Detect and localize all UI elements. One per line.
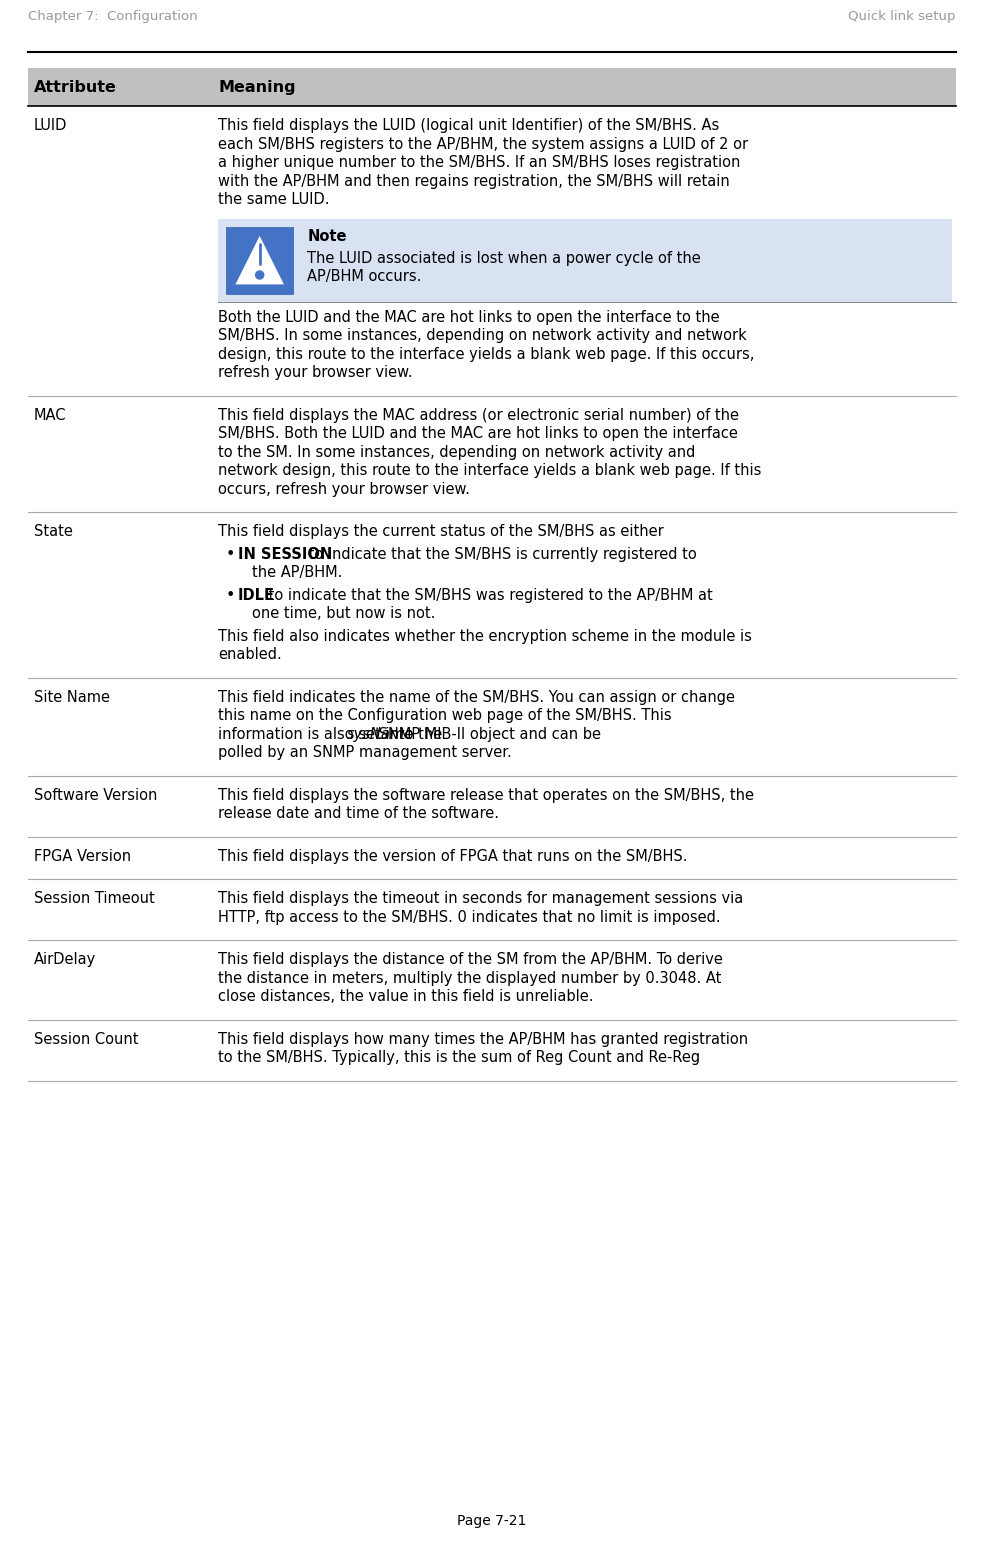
Text: refresh your browser view.: refresh your browser view. [218, 366, 412, 380]
Text: Software Version: Software Version [34, 787, 157, 803]
Text: to the SM/BHS. Typically, this is the sum of Reg Count and Re-Reg: to the SM/BHS. Typically, this is the su… [218, 1050, 701, 1066]
Text: •: • [226, 588, 235, 602]
Text: This field displays the distance of the SM from the AP/BHM. To derive: This field displays the distance of the … [218, 952, 723, 968]
Text: The LUID associated is lost when a power cycle of the: The LUID associated is lost when a power… [307, 251, 702, 266]
Text: This field also indicates whether the encryption scheme in the module is: This field also indicates whether the en… [218, 629, 752, 644]
Text: SM/BHS. In some instances, depending on network activity and network: SM/BHS. In some instances, depending on … [218, 328, 747, 344]
Text: to the SM. In some instances, depending on network activity and: to the SM. In some instances, depending … [218, 445, 696, 461]
Text: This field displays the LUID (logical unit Identifier) of the SM/BHS. As: This field displays the LUID (logical un… [218, 118, 719, 132]
Text: Quick link setup: Quick link setup [848, 9, 956, 23]
Text: polled by an SNMP management server.: polled by an SNMP management server. [218, 745, 512, 761]
Text: this name on the Configuration web page of the SM/BHS. This: this name on the Configuration web page … [218, 708, 672, 724]
Text: This field displays the current status of the SM/BHS as either: This field displays the current status o… [218, 524, 664, 540]
Text: This field displays the timeout in seconds for management sessions via: This field displays the timeout in secon… [218, 892, 743, 906]
Text: IN SESSION: IN SESSION [238, 546, 333, 562]
Text: MAC: MAC [34, 408, 67, 423]
Text: network design, this route to the interface yields a blank web page. If this: network design, this route to the interf… [218, 464, 762, 478]
Text: This field indicates the name of the SM/BHS. You can assign or change: This field indicates the name of the SM/… [218, 689, 735, 705]
Text: Attribute: Attribute [34, 79, 117, 95]
Text: This field displays the MAC address (or electronic serial number) of the: This field displays the MAC address (or … [218, 408, 739, 423]
Text: IDLE: IDLE [238, 588, 275, 602]
Text: Page 7-21: Page 7-21 [458, 1514, 526, 1528]
Text: AP/BHM occurs.: AP/BHM occurs. [307, 269, 422, 285]
Text: LUID: LUID [34, 118, 67, 132]
Text: Site Name: Site Name [34, 689, 110, 705]
Text: Session Timeout: Session Timeout [34, 892, 154, 906]
Text: enabled.: enabled. [218, 647, 281, 663]
Text: to indicate that the SM/BHS is currently registered to: to indicate that the SM/BHS is currently… [304, 546, 697, 562]
Text: release date and time of the software.: release date and time of the software. [218, 806, 499, 822]
Text: the distance in meters, multiply the displayed number by 0.3048. At: the distance in meters, multiply the dis… [218, 971, 721, 987]
Text: This field displays the version of FPGA that runs on the SM/BHS.: This field displays the version of FPGA … [218, 850, 688, 864]
Text: a higher unique number to the SM/BHS. If an SM/BHS loses registration: a higher unique number to the SM/BHS. If… [218, 156, 740, 170]
FancyBboxPatch shape [28, 68, 956, 106]
Text: Meaning: Meaning [218, 79, 295, 95]
Text: SM/BHS. Both the LUID and the MAC are hot links to open the interface: SM/BHS. Both the LUID and the MAC are ho… [218, 426, 738, 442]
FancyBboxPatch shape [226, 227, 293, 294]
Text: the AP/BHM.: the AP/BHM. [252, 565, 342, 580]
Text: information is also set into the: information is also set into the [218, 727, 447, 742]
FancyBboxPatch shape [218, 218, 952, 302]
Text: occurs, refresh your browser view.: occurs, refresh your browser view. [218, 482, 470, 496]
Text: State: State [34, 524, 73, 540]
Text: Session Count: Session Count [34, 1032, 139, 1047]
Text: This field displays the software release that operates on the SM/BHS, the: This field displays the software release… [218, 787, 754, 803]
Text: one time, but now is not.: one time, but now is not. [252, 607, 435, 621]
Text: sysName: sysName [347, 727, 414, 742]
Polygon shape [235, 237, 284, 285]
Text: SNMP MIB-II object and can be: SNMP MIB-II object and can be [374, 727, 601, 742]
Text: Both the LUID and the MAC are hot links to open the interface to the: Both the LUID and the MAC are hot links … [218, 310, 719, 325]
Text: with the AP/BHM and then regains registration, the SM/BHS will retain: with the AP/BHM and then regains registr… [218, 174, 730, 188]
Text: AirDelay: AirDelay [34, 952, 96, 968]
Text: FPGA Version: FPGA Version [34, 850, 131, 864]
Text: HTTP, ftp access to the SM/BHS. 0 indicates that no limit is imposed.: HTTP, ftp access to the SM/BHS. 0 indica… [218, 910, 720, 924]
Text: This field displays how many times the AP/BHM has granted registration: This field displays how many times the A… [218, 1032, 748, 1047]
Text: •: • [226, 546, 235, 562]
Text: to indicate that the SM/BHS was registered to the AP/BHM at: to indicate that the SM/BHS was register… [265, 588, 713, 602]
Text: close distances, the value in this field is unreliable.: close distances, the value in this field… [218, 990, 593, 1004]
Text: Chapter 7:  Configuration: Chapter 7: Configuration [28, 9, 198, 23]
Text: design, this route to the interface yields a blank web page. If this occurs,: design, this route to the interface yiel… [218, 347, 755, 363]
Circle shape [256, 271, 264, 279]
Text: Note: Note [307, 229, 346, 243]
Text: the same LUID.: the same LUID. [218, 191, 330, 207]
Text: each SM/BHS registers to the AP/BHM, the system assigns a LUID of 2 or: each SM/BHS registers to the AP/BHM, the… [218, 137, 748, 151]
